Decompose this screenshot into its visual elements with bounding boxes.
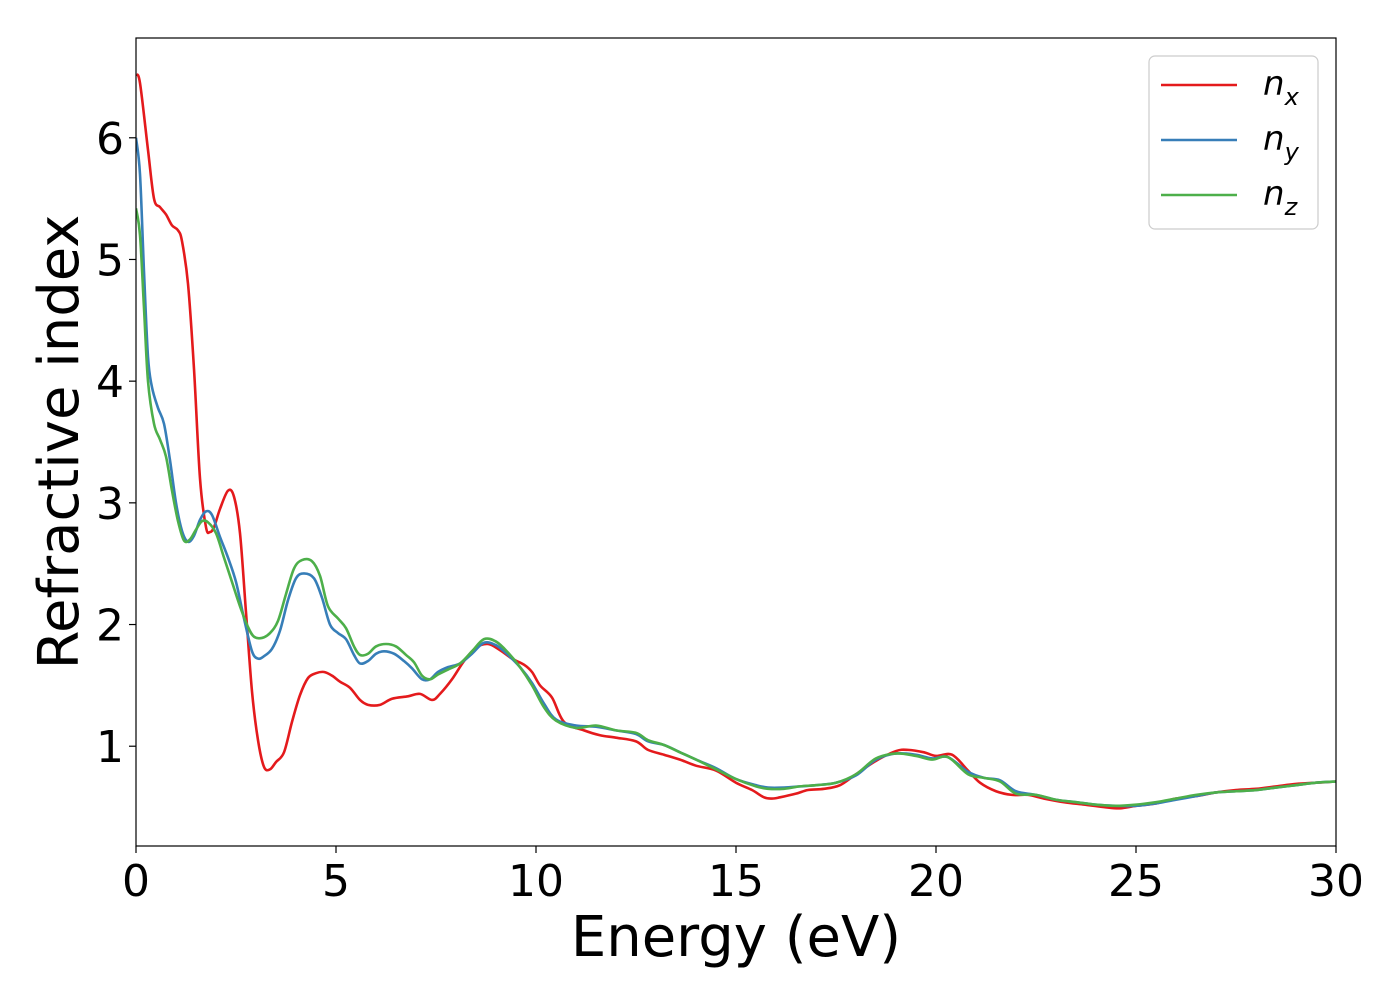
x-tick-label: 25 (1108, 856, 1164, 907)
x-tick-label: 30 (1308, 856, 1364, 907)
legend-label-subscript: x (1284, 83, 1300, 111)
x-tick-label: 5 (322, 856, 350, 907)
legend-box (1148, 55, 1319, 230)
legend-label-subscript: z (1284, 193, 1299, 221)
y-tick-label: 1 (96, 722, 124, 773)
series-line-z (136, 208, 1336, 808)
series-layer (136, 73, 1336, 810)
y-tick-label: 3 (96, 479, 124, 530)
y-axis-label: Refractive index (27, 215, 92, 670)
y-tick-label: 5 (96, 235, 124, 286)
x-tick-label: 10 (508, 856, 564, 907)
y-tick-label: 2 (96, 601, 124, 652)
x-axis-label: Energy (eV) (571, 905, 901, 970)
y-tick-label: 4 (96, 357, 124, 408)
x-tick-label: 20 (908, 856, 964, 907)
x-tick-label: 0 (122, 856, 150, 907)
ticks-layer: 0 5 10 15 20 25 30 1 2 3 4 5 6 (96, 114, 1364, 907)
x-tick-label: 15 (708, 856, 764, 907)
y-tick-label: 6 (96, 114, 124, 165)
series-line-y (136, 137, 1336, 808)
legend-label-subscript: y (1284, 138, 1300, 166)
